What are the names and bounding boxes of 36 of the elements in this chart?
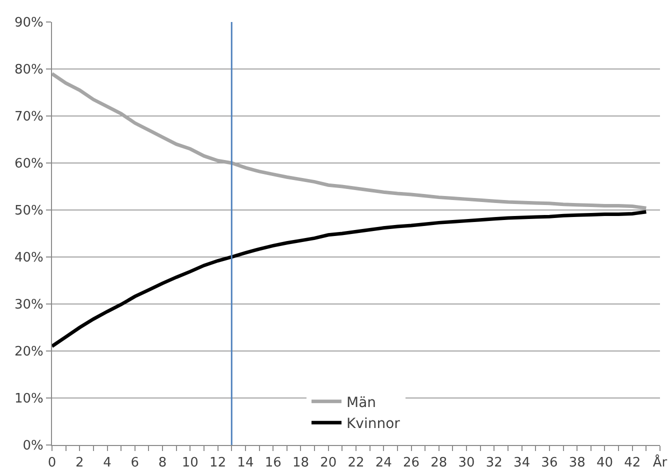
x-tick-label: 34 — [514, 456, 530, 471]
legend-label: Kvinnor — [346, 416, 400, 432]
x-tick-label: 18 — [292, 456, 310, 471]
x-tick-label: 8 — [158, 456, 167, 471]
x-tick-label: 26 — [402, 456, 420, 471]
x-tick-label: 42 — [624, 456, 641, 471]
x-tick-label: 16 — [264, 456, 282, 471]
y-tick-label: 80% — [14, 62, 44, 78]
y-tick-label: 60% — [14, 156, 44, 172]
x-tick-label: 20 — [320, 456, 337, 471]
x-tick-label: 30 — [458, 456, 475, 471]
y-tick-label: 30% — [14, 298, 44, 313]
y-tick-label: 40% — [14, 250, 44, 266]
x-tick-label: 14 — [237, 456, 254, 471]
x-tick-label: 4 — [103, 456, 112, 471]
legend-label: Män — [346, 394, 376, 411]
x-tick-label: 10 — [182, 456, 198, 471]
y-tick-label: 70% — [14, 110, 44, 125]
x-tick-label: 0 — [48, 456, 56, 471]
x-tick-label: 32 — [486, 456, 502, 471]
x-tick-label: 24 — [375, 456, 392, 471]
x-tick-label: 28 — [430, 456, 448, 471]
x-tick-label: 36 — [541, 456, 558, 471]
x-tick-label: 22 — [348, 456, 364, 471]
x-tick-label: 2 — [76, 456, 84, 471]
y-tick-label: 0% — [22, 438, 44, 454]
x-tick-label: 6 — [130, 456, 140, 471]
y-tick-label: 20% — [14, 344, 44, 360]
y-tick-label: 10% — [14, 392, 44, 407]
line-series — [52, 210, 648, 348]
y-tick-label: 90% — [14, 16, 44, 31]
y-tick-label: 50% — [14, 204, 44, 219]
x-tick-label: 12 — [210, 456, 226, 471]
x-tick-label: År — [652, 454, 668, 471]
x-tick-label: 40 — [596, 456, 614, 471]
x-tick-label: 38 — [568, 456, 586, 471]
